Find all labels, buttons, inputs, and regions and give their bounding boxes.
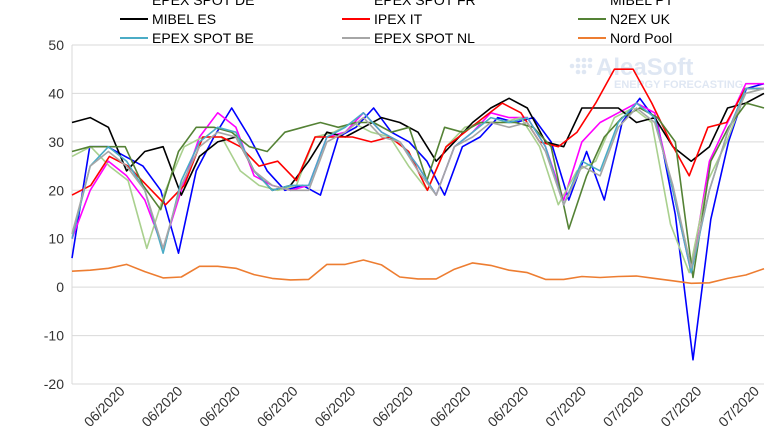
legend-item: MIBEL PT [610, 0, 674, 8]
y-tick-label: 50 [48, 37, 64, 53]
legend-item: MIBEL ES [120, 11, 216, 27]
x-tick-label: 07/2020 [715, 383, 762, 430]
legend-label: MIBEL ES [152, 11, 216, 27]
legend-item: EPEX SPOT FR [374, 0, 476, 8]
x-tick-label: 06/2020 [369, 383, 416, 430]
y-tick-label: 10 [48, 231, 64, 247]
y-tick-label: 0 [56, 279, 64, 295]
x-tick-label: 06/2020 [427, 383, 474, 430]
legend-item: N2EX UK [578, 11, 671, 27]
legend-label: EPEX SPOT FR [374, 0, 476, 8]
x-tick-label: 07/2020 [600, 383, 647, 430]
x-tick-label: 06/2020 [138, 383, 185, 430]
legend-item: EPEX SPOT BE [120, 30, 254, 46]
series-line-epex-spot-be [71, 87, 764, 274]
x-tick-label: 07/2020 [657, 383, 704, 430]
grid-layer [72, 44, 764, 385]
y-tick-label: 30 [48, 134, 64, 150]
legend-item: Nord Pool [578, 30, 672, 46]
legend: EPEX SPOT DE EPEX SPOT FR MIBEL PT MIBEL ES… [120, 0, 674, 46]
legend-label: EPEX SPOT NL [374, 30, 475, 46]
y-tick-label: -20 [44, 376, 64, 392]
y-tick-label: 20 [48, 182, 64, 198]
x-tick-label: 06/2020 [254, 383, 301, 430]
series-line-mibel-es [71, 92, 765, 196]
x-tick-label: 06/2020 [81, 383, 128, 430]
series-line-epex-spot-nl [71, 87, 765, 269]
legend-label: IPEX IT [374, 11, 423, 27]
legend-label: EPEX SPOT BE [152, 30, 254, 46]
y-tick-label: 40 [48, 85, 64, 101]
watermark-brand: AleaSoft [596, 54, 693, 81]
x-tick-label: 06/2020 [311, 383, 358, 430]
legend-item: EPEX SPOT NL [342, 30, 475, 46]
x-tick-label: 06/2020 [484, 383, 531, 430]
legend-label: Nord Pool [610, 30, 672, 46]
legend-label: N2EX UK [610, 11, 671, 27]
legend-item: IPEX IT [342, 11, 423, 27]
legend-item: EPEX SPOT DE [152, 0, 254, 8]
legend-label: MIBEL PT [610, 0, 674, 8]
series-layer [71, 68, 765, 361]
y-tick-label: -10 [44, 328, 64, 344]
watermark-logo: AleaSoft ENERGY FORECASTING [569, 54, 743, 91]
legend-label: EPEX SPOT DE [152, 0, 254, 8]
series-line-nord-pool [71, 259, 765, 285]
series-line-mibel-pt [71, 87, 765, 274]
x-tick-label: 06/2020 [196, 383, 243, 430]
watermark-tagline: ENERGY FORECASTING [614, 79, 743, 91]
x-tick-label: 07/2020 [542, 383, 589, 430]
